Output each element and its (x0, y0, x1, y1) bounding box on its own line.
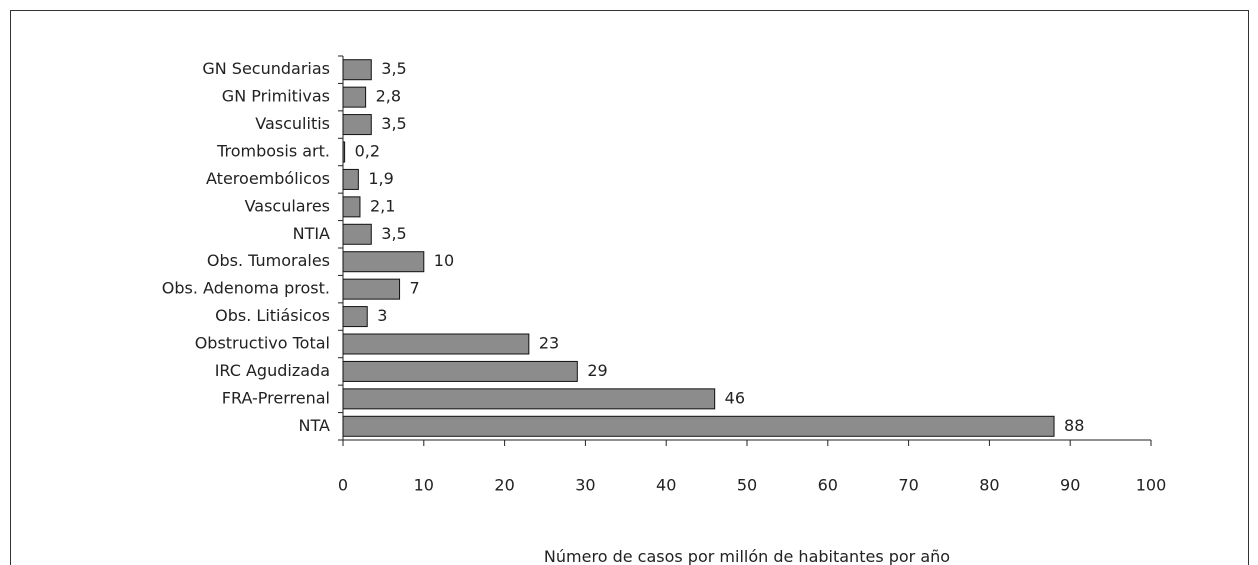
y-tick-label: Obs. Adenoma prost. (162, 279, 330, 298)
x-axis-label: Número de casos por millón de habitantes… (544, 547, 950, 565)
y-tick-label: IRC Agudizada (215, 361, 330, 380)
bar (342, 251, 425, 273)
bar (342, 223, 372, 245)
y-tick-label: FRA-Prerrenal (222, 388, 330, 407)
bar (342, 360, 578, 382)
x-tick-label: 0 (338, 476, 348, 495)
x-tick-label: 80 (979, 476, 999, 495)
value-label: 0,2 (355, 142, 380, 161)
value-label: 3,5 (381, 59, 406, 78)
bar (342, 196, 361, 218)
x-tick-label: 90 (1060, 476, 1080, 495)
bar (342, 59, 372, 81)
x-tick-label: 30 (575, 476, 595, 495)
y-tick-label: Obs. Tumorales (207, 251, 330, 270)
x-tick-label: 60 (818, 476, 838, 495)
y-tick-label: Vasculares (245, 196, 330, 215)
bar (342, 306, 368, 328)
x-tick-label: 50 (737, 476, 757, 495)
bar (342, 415, 1055, 437)
x-tick-label: 100 (1136, 476, 1167, 495)
y-tick-label: GN Primitivas (222, 87, 330, 106)
value-label: 23 (539, 334, 559, 353)
x-tick-label: 20 (494, 476, 514, 495)
bar (342, 278, 401, 300)
value-label: 2,8 (376, 87, 401, 106)
value-label: 46 (725, 388, 745, 407)
bar (342, 333, 530, 355)
value-label: 3 (377, 306, 387, 325)
bar (342, 141, 346, 163)
x-tick-label: 10 (414, 476, 434, 495)
value-label: 10 (434, 251, 454, 270)
value-label: 1,9 (368, 169, 393, 188)
y-tick-label: Obstructivo Total (195, 334, 330, 353)
value-label: 7 (410, 279, 420, 298)
y-tick-label: NTA (299, 416, 331, 435)
y-tick-label: Obs. Litiásicos (215, 306, 330, 325)
bar (342, 168, 359, 190)
bar (342, 86, 367, 108)
y-tick-label: Trombosis art. (216, 142, 330, 161)
value-label: 2,1 (370, 196, 395, 215)
value-label: 88 (1064, 416, 1084, 435)
y-tick-label: Vasculitis (255, 114, 330, 133)
y-tick-label: GN Secundarias (202, 59, 330, 78)
value-label: 3,5 (381, 114, 406, 133)
bar (342, 114, 372, 136)
x-tick-label: 70 (898, 476, 918, 495)
y-tick-label: NTIA (293, 224, 330, 243)
value-label: 29 (587, 361, 607, 380)
y-tick-label: Ateroembólicos (206, 169, 330, 188)
x-tick-label: 40 (656, 476, 676, 495)
frame (10, 10, 1249, 565)
value-label: 3,5 (381, 224, 406, 243)
bar (342, 388, 716, 410)
